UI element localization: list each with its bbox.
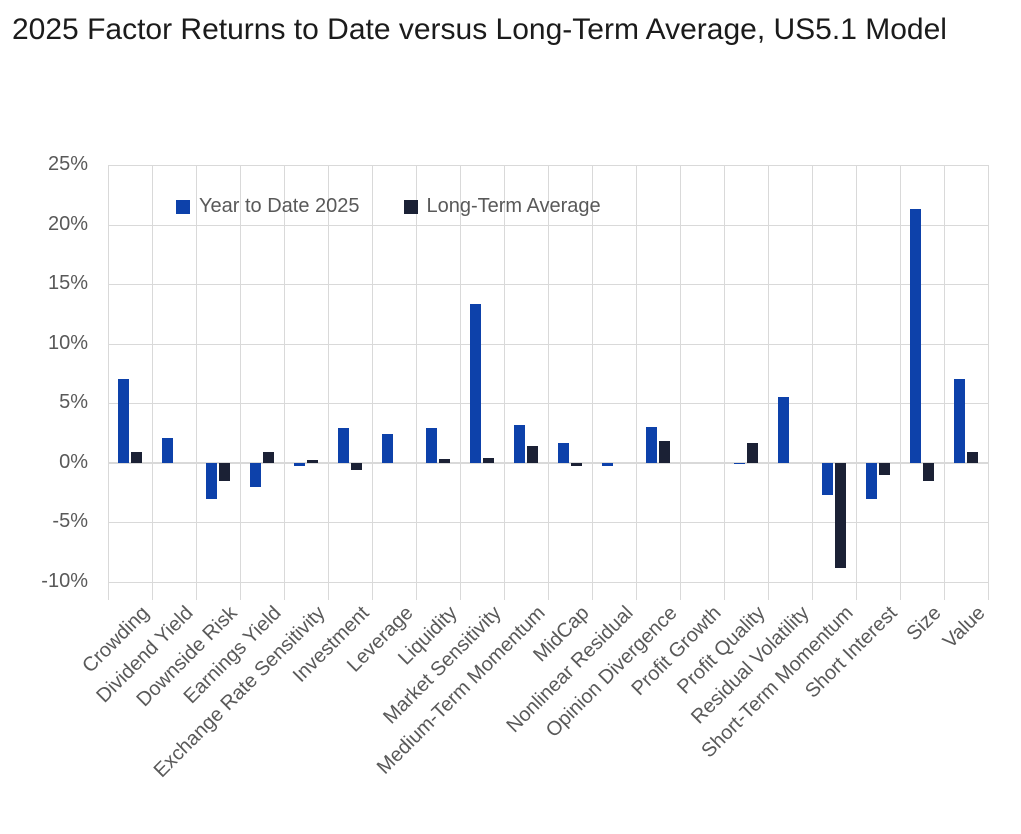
vertical-gridline <box>548 165 549 600</box>
bar-lta-short-interest <box>879 462 890 475</box>
bar-lta-midcap <box>571 462 582 467</box>
vertical-gridline <box>196 165 197 600</box>
vertical-gridline <box>636 165 637 600</box>
bar-ytd-leverage <box>382 434 393 463</box>
legend-label-year-to-date: Year to Date 2025 <box>199 195 360 217</box>
vertical-gridline <box>768 165 769 600</box>
vertical-gridline <box>108 165 109 600</box>
horizontal-gridline <box>108 403 988 405</box>
bar-ytd-opinion-divergence <box>646 427 657 463</box>
y-axis-tick-label: 5% <box>59 391 88 414</box>
vertical-gridline <box>328 165 329 600</box>
vertical-gridline <box>372 165 373 600</box>
bar-lta-market-sensitivity <box>483 458 494 463</box>
horizontal-gridline <box>108 284 988 286</box>
bar-ytd-profit-quality <box>734 462 745 465</box>
bar-lta-liquidity <box>439 459 450 463</box>
y-axis-tick-label: 0% <box>59 450 88 473</box>
vertical-gridline <box>812 165 813 600</box>
bar-lta-downside-risk <box>219 462 230 481</box>
bar-ytd-downside-risk <box>206 462 217 499</box>
bar-ytd-market-sensitivity <box>470 304 481 463</box>
y-axis-tick-label: -5% <box>52 510 88 533</box>
legend-item-long-term-average: Long-Term Average <box>403 195 601 218</box>
legend-swatch-long-term-average <box>403 199 418 214</box>
vertical-gridline <box>900 165 901 600</box>
vertical-gridline <box>284 165 285 600</box>
bar-ytd-crowding <box>118 379 129 463</box>
bar-ytd-nonlinear-residual <box>602 462 613 467</box>
bar-ytd-investment <box>338 428 349 463</box>
bar-lta-opinion-divergence <box>659 441 670 463</box>
legend-label-long-term-average: Long-Term Average <box>426 195 601 217</box>
vertical-gridline <box>988 165 989 600</box>
bar-ytd-liquidity <box>426 428 437 463</box>
bar-ytd-earnings-yield <box>250 462 261 487</box>
bar-lta-value <box>967 452 978 463</box>
bar-ytd-value <box>954 379 965 463</box>
vertical-gridline <box>504 165 505 600</box>
bar-ytd-short-interest <box>866 462 877 499</box>
chart-legend: Year to Date 2025 Long-Term Average <box>176 195 601 218</box>
bar-lta-medium-term-momentum <box>527 446 538 463</box>
bar-lta-earnings-yield <box>263 452 274 463</box>
y-axis-tick-label: 25% <box>47 153 88 175</box>
horizontal-gridline <box>108 165 988 166</box>
bar-ytd-size <box>910 209 921 463</box>
vertical-gridline <box>152 165 153 600</box>
bar-ytd-medium-term-momentum <box>514 424 525 463</box>
vertical-gridline <box>724 165 725 600</box>
bar-lta-short-term-momentum <box>835 462 846 568</box>
vertical-gridline <box>416 165 417 600</box>
bar-ytd-midcap <box>558 442 569 463</box>
bar-lta-size <box>923 462 934 481</box>
vertical-gridline <box>680 165 681 600</box>
bar-ytd-exchange-rate-sensitivity <box>294 462 305 467</box>
zero-gridline <box>108 461 988 464</box>
bar-lta-profit-quality <box>747 442 758 463</box>
vertical-gridline <box>240 165 241 600</box>
vertical-gridline <box>460 165 461 600</box>
bar-lta-crowding <box>131 452 142 463</box>
y-axis-tick-label: 10% <box>47 331 88 354</box>
vertical-gridline <box>944 165 945 600</box>
bar-ytd-dividend-yield <box>162 437 173 463</box>
y-axis-tick-label: 20% <box>47 212 88 235</box>
horizontal-gridline <box>108 522 988 524</box>
vertical-gridline <box>856 165 857 600</box>
legend-swatch-year-to-date <box>176 199 190 214</box>
horizontal-gridline <box>108 343 988 345</box>
bar-lta-investment <box>351 462 362 470</box>
vertical-gridline <box>592 165 593 600</box>
chart-title: 2025 Factor Returns to Date versus Long-… <box>12 13 947 46</box>
horizontal-gridline <box>108 224 988 226</box>
y-axis-tick-label: 15% <box>47 272 88 295</box>
horizontal-gridline <box>108 582 988 583</box>
bar-ytd-short-term-momentum <box>822 462 833 495</box>
y-axis-tick-label: -10% <box>41 570 88 592</box>
bar-lta-exchange-rate-sensitivity <box>307 460 318 463</box>
legend-item-year-to-date: Year to Date 2025 <box>176 195 360 218</box>
bar-ytd-residual-volatility <box>778 397 789 463</box>
